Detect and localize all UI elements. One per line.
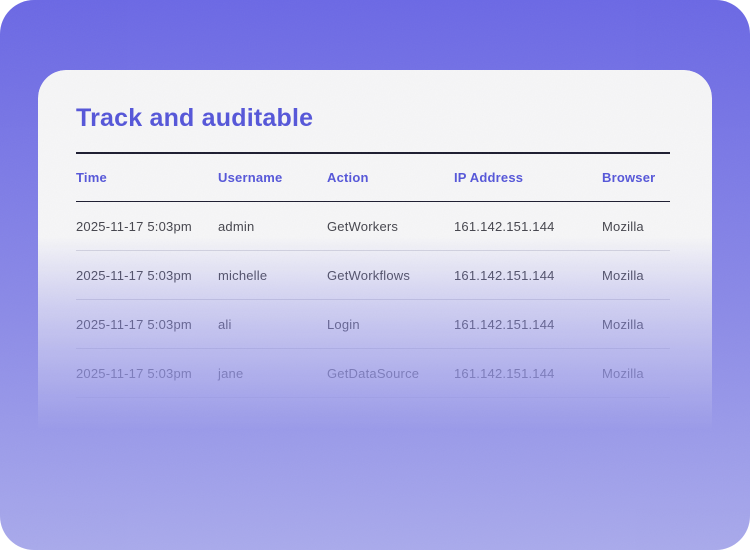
cell-action: Login [327, 316, 360, 332]
cell-action: GetDataSource [327, 365, 420, 381]
cell-browser: Mozilla [602, 316, 644, 332]
column-header-action: Action [327, 169, 369, 185]
cell-username: admin [218, 218, 255, 234]
cell-ip-address: 161.142.151.144 [454, 218, 555, 234]
cell-username: jane [218, 365, 244, 381]
table-header-row: Time Username Action IP Address Browser [76, 154, 670, 201]
cell-ip-address: 161.142.151.144 [454, 267, 555, 283]
cell-action: GetWorkflows [327, 267, 411, 283]
cell-username: ali [218, 316, 232, 332]
cell-time: 2025-11-17 5:03pm [76, 218, 192, 234]
card-title: Track and auditable [76, 104, 314, 132]
column-header-ip-address: IP Address [454, 169, 524, 185]
table-row: 2025-11-17 5:03pm ali Login 161.142.151.… [76, 300, 670, 349]
table-row: 2025-11-17 5:03pm michelle GetWorkflows … [76, 251, 670, 300]
column-header-browser: Browser [602, 169, 656, 185]
cell-ip-address: 161.142.151.144 [454, 365, 555, 381]
cell-username: michelle [218, 267, 268, 283]
cell-time: 2025-11-17 5:03pm [76, 365, 192, 381]
table-row: 2025-11-17 5:03pm jane GetDataSource 161… [76, 349, 670, 398]
column-header-username: Username [218, 169, 283, 185]
cell-ip-address: 161.142.151.144 [454, 316, 555, 332]
column-header-time: Time [76, 169, 107, 185]
audit-log-card: Track and auditable Time Username Action… [38, 70, 712, 532]
cell-time: 2025-11-17 5:03pm [76, 267, 192, 283]
cell-browser: Mozilla [602, 267, 644, 283]
table-row: 2025-11-17 5:03pm admin GetWorkers 161.1… [76, 202, 670, 251]
cell-browser: Mozilla [602, 365, 644, 381]
cell-browser: Mozilla [602, 218, 644, 234]
cell-action: GetWorkers [327, 218, 399, 234]
cell-time: 2025-11-17 5:03pm [76, 316, 192, 332]
